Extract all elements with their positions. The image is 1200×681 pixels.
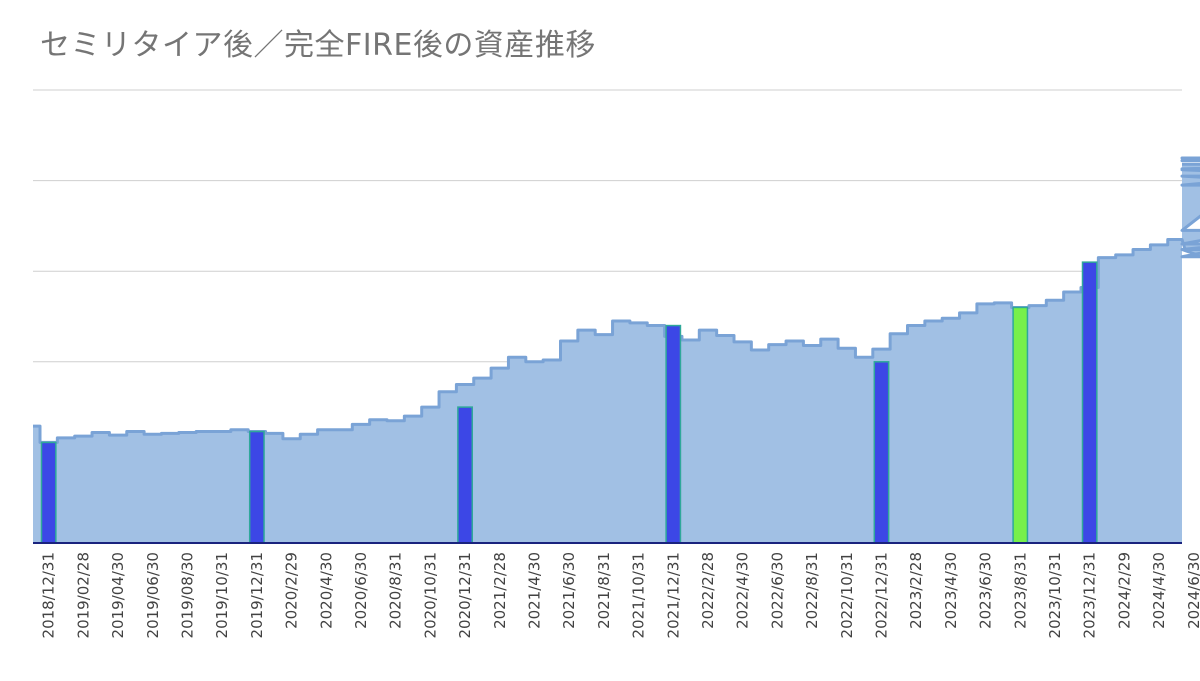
x-tick-label: 2019/12/31 <box>248 552 266 638</box>
x-tick-label: 2020/10/31 <box>421 552 439 638</box>
x-tick-label: 2022/8/31 <box>803 552 821 629</box>
series-area <box>33 157 1200 543</box>
highlight-bar <box>248 430 265 544</box>
x-tick-label: 2022/6/30 <box>768 552 786 629</box>
x-tick-label: 2022/12/31 <box>872 552 890 638</box>
x-tick-label: 2021/4/30 <box>525 552 543 629</box>
x-tick-label: 2023/2/28 <box>907 552 925 629</box>
x-tick-label: 2020/6/30 <box>352 552 370 629</box>
highlight-bar-layer <box>40 261 1098 544</box>
highlight-bar <box>457 406 473 544</box>
x-tick-label: 2024/4/30 <box>1150 552 1168 629</box>
x-tick-label: 2019/08/30 <box>178 552 196 638</box>
x-tick-label: 2019/06/30 <box>144 552 162 638</box>
x-tick-label: 2020/2/29 <box>283 552 301 629</box>
x-tick-label: 2021/8/31 <box>595 552 613 629</box>
highlight-bar <box>1081 261 1098 544</box>
x-tick-label: 2023/4/30 <box>942 552 960 629</box>
x-tick-label: 2022/2/28 <box>699 552 717 629</box>
x-tick-label: 2020/12/31 <box>456 552 474 638</box>
x-tick-label: 2024/6/30 <box>1185 552 1200 629</box>
x-tick-label: 2019/04/30 <box>109 552 127 638</box>
x-tick-label: 2023/8/31 <box>1011 552 1029 629</box>
highlight-bar <box>873 361 890 544</box>
x-tick-label: 2018/12/31 <box>40 552 58 638</box>
x-tick-label: 2021/2/28 <box>491 552 509 629</box>
x-tick-label: 2021/10/31 <box>630 552 648 638</box>
x-tick-label: 2022/4/30 <box>734 552 752 629</box>
x-tick-label: 2023/6/30 <box>977 552 995 629</box>
highlight-bar <box>1012 306 1029 544</box>
x-tick-label: 2021/12/31 <box>664 552 682 638</box>
x-tick-label: 2020/4/30 <box>317 552 335 629</box>
x-tick-label: 2023/12/31 <box>1081 552 1099 638</box>
highlight-bar <box>40 441 57 544</box>
x-tick-label: 2019/10/31 <box>213 552 231 638</box>
x-tick-label: 2023/10/31 <box>1046 552 1064 638</box>
x-tick-label: 2022/10/31 <box>838 552 856 638</box>
x-tick-label: 2019/02/28 <box>74 552 92 638</box>
x-tick-label: 2021/6/30 <box>560 552 578 629</box>
chart-title: セミリタイア後／完全FIRE後の資産推移 <box>40 28 596 63</box>
x-tick-label: 2020/8/31 <box>387 552 405 629</box>
x-tick-label: 2024/2/29 <box>1115 552 1133 629</box>
highlight-bar <box>665 324 682 544</box>
x-tick-label-layer: 2018/12/31 2019/02/28 2019/04/30 2019/06/30… <box>40 552 1200 638</box>
